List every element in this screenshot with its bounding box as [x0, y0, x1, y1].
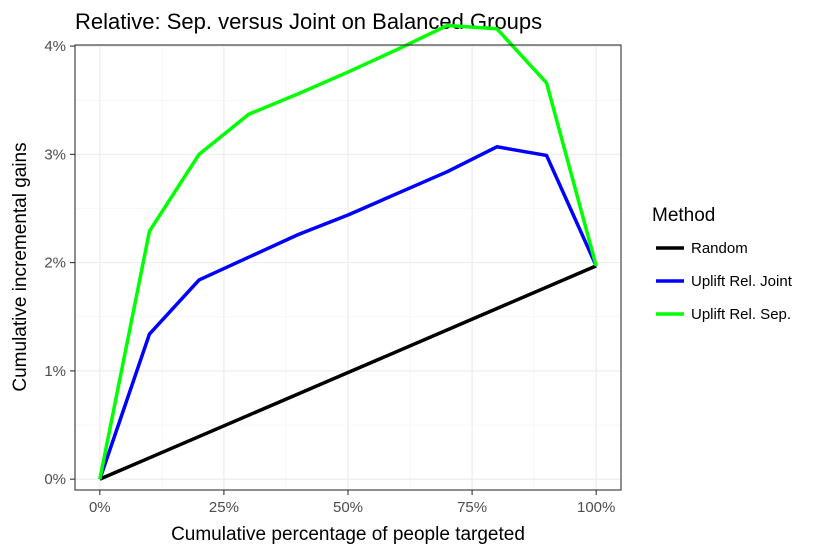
- legend-label: Random: [691, 240, 748, 257]
- plot-panel: [74, 23, 622, 491]
- x-tick-label: 75%: [457, 499, 487, 516]
- y-tick-label: 3%: [44, 146, 66, 163]
- y-tick-label: 0%: [44, 471, 66, 488]
- legend-items: Random Uplift Rel. Joint Uplift Rel. Sep.: [656, 240, 793, 323]
- x-axis-title: Cumulative percentage of people targeted: [171, 524, 525, 545]
- y-tick-label: 1%: [44, 363, 66, 380]
- legend-label: Uplift Rel. Joint: [691, 273, 793, 290]
- x-tick-label: 25%: [209, 499, 239, 516]
- x-tick-label: 50%: [333, 499, 363, 516]
- y-axis: 0% 1% 2% 3% 4%: [44, 38, 75, 488]
- series-line-uplift-rel-joint: [98, 145, 598, 480]
- chart-title: Relative: Sep. versus Joint on Balanced …: [75, 9, 542, 34]
- series-line-random: [99, 264, 597, 481]
- x-tick-label: 0%: [89, 499, 111, 516]
- x-tick-label: 100%: [577, 499, 615, 516]
- y-tick-label: 4%: [44, 38, 66, 55]
- legend-label: Uplift Rel. Sep.: [691, 306, 791, 323]
- series-layer: [98, 23, 598, 481]
- y-axis-title: Cumulative incremental gains: [10, 142, 31, 391]
- series-line-uplift-rel-sep: [98, 23, 598, 480]
- legend-title: Method: [652, 205, 715, 226]
- y-tick-label: 2%: [44, 255, 66, 272]
- x-axis: 0% 25% 50% 75% 100%: [89, 490, 615, 516]
- legend: Method Random Uplift Rel. Joint Uplift Rel…: [652, 205, 793, 323]
